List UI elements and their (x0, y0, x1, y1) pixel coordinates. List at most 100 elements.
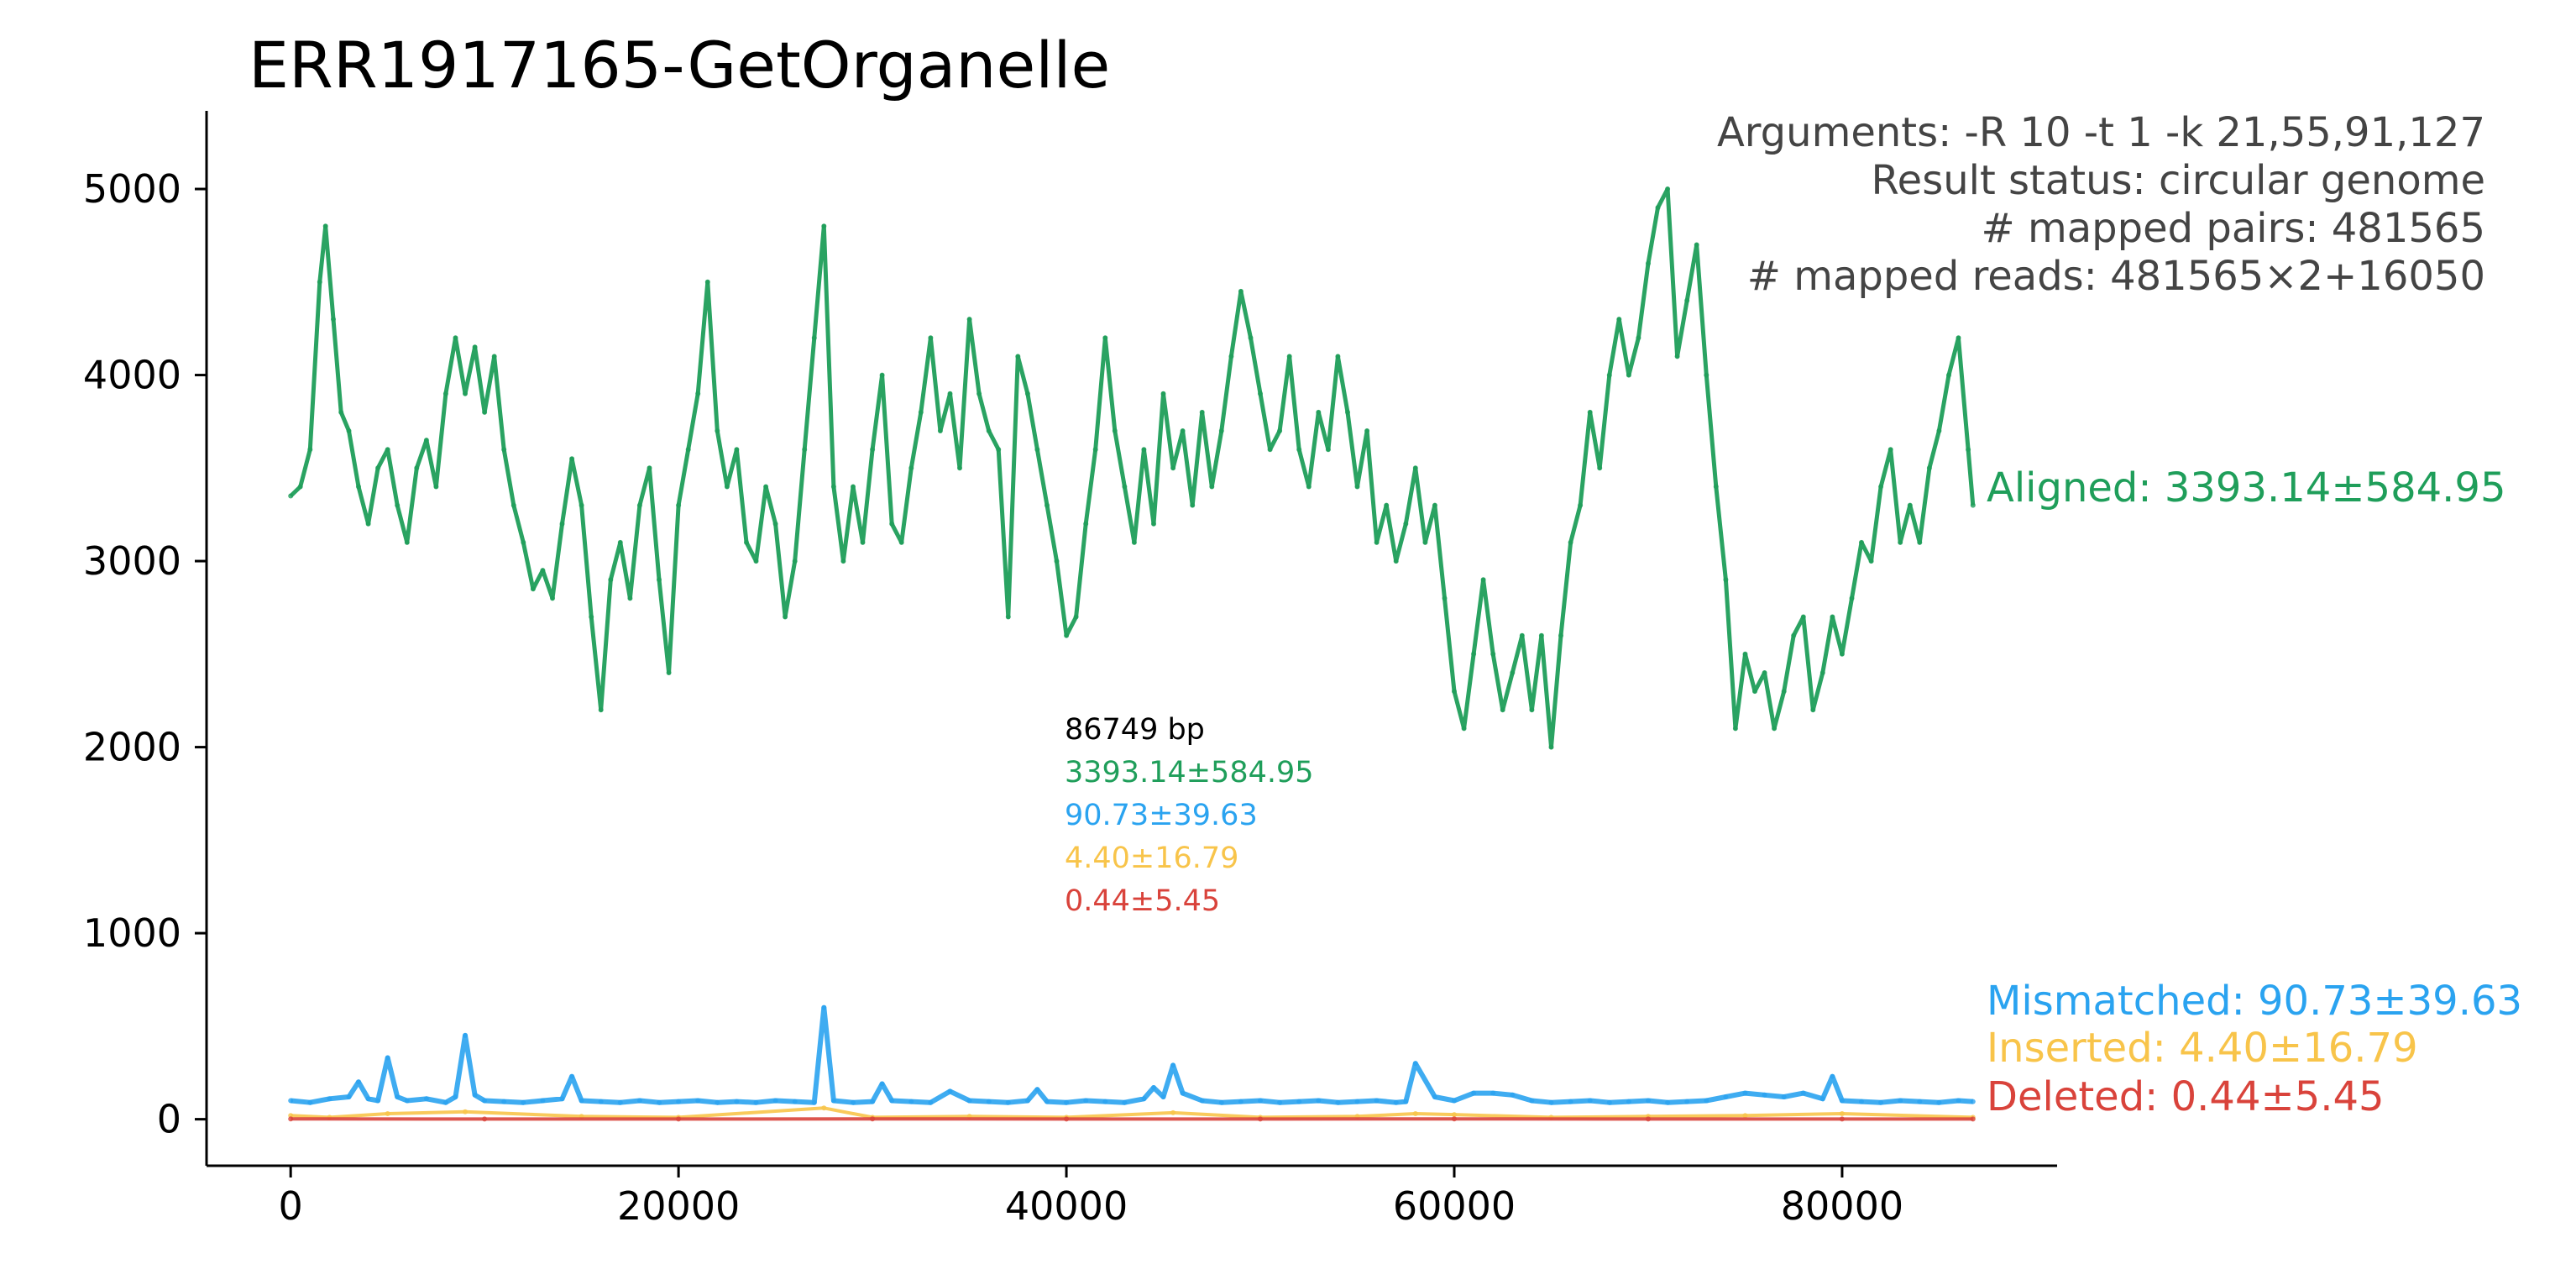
data-point-mismatched (1917, 1099, 1922, 1104)
data-point-mismatched (928, 1100, 933, 1105)
data-point-mismatched (1830, 1074, 1835, 1079)
data-point-aligned (1578, 503, 1583, 508)
data-point-aligned (1859, 540, 1864, 545)
data-point-aligned (1888, 447, 1893, 452)
data-point-mismatched (1335, 1100, 1340, 1105)
data-point-mismatched (1219, 1100, 1224, 1105)
data-point-aligned (1170, 465, 1175, 470)
data-point-aligned (1064, 633, 1069, 638)
data-point-mismatched (1141, 1096, 1146, 1101)
info-line: Arguments: -R 10 -t 1 -k 21,55,91,127 (1717, 109, 2485, 156)
data-point-aligned (1927, 465, 1932, 470)
data-point-mismatched (482, 1099, 487, 1104)
data-point-inserted (1170, 1110, 1175, 1115)
data-point-aligned (987, 428, 992, 433)
data-point-aligned (1113, 428, 1118, 433)
data-point-mismatched (1355, 1099, 1360, 1104)
data-point-aligned (1684, 298, 1689, 303)
data-point-mismatched (754, 1100, 759, 1105)
data-point-mismatched (851, 1100, 856, 1105)
data-point-aligned (821, 223, 826, 228)
series-label-mismatched: Mismatched: 90.73±39.63 (1987, 978, 2522, 1025)
data-point-mismatched (870, 1099, 875, 1104)
data-point-mismatched (1588, 1099, 1593, 1104)
data-point-aligned (307, 447, 312, 452)
data-point-mismatched (501, 1099, 506, 1104)
data-point-inserted (1840, 1111, 1845, 1116)
data-point-aligned (1055, 559, 1060, 564)
data-point-mismatched (1471, 1091, 1476, 1096)
data-point-deleted (288, 1116, 293, 1121)
data-point-aligned (1093, 447, 1098, 452)
data-point-aligned (1006, 615, 1011, 620)
data-point-aligned (1074, 615, 1079, 620)
series-layer (288, 186, 1976, 1121)
data-point-mismatched (347, 1094, 352, 1099)
data-point-aligned (861, 540, 866, 545)
y-tick-label: 5000 (83, 166, 181, 212)
info-line: # mapped reads: 481565×2+16050 (1747, 253, 2485, 300)
data-point-aligned (1015, 354, 1020, 359)
data-point-aligned (579, 503, 584, 508)
data-point-aligned (1840, 652, 1845, 657)
data-point-aligned (473, 344, 478, 349)
data-point-deleted (1840, 1116, 1845, 1121)
data-point-aligned (996, 447, 1001, 452)
data-point-aligned (1607, 373, 1612, 378)
data-point-mismatched (812, 1100, 817, 1105)
data-point-aligned (347, 428, 352, 433)
data-point-aligned (521, 540, 526, 545)
data-point-mismatched (1723, 1094, 1728, 1099)
data-point-aligned (812, 335, 817, 340)
data-point-aligned (482, 410, 487, 415)
data-point-aligned (385, 447, 390, 452)
data-point-deleted (1646, 1116, 1651, 1121)
data-point-aligned (540, 568, 545, 573)
data-point-aligned (1752, 689, 1757, 694)
data-point-deleted (1064, 1116, 1069, 1121)
data-point-mismatched (1161, 1094, 1166, 1099)
data-point-aligned (1316, 410, 1321, 415)
data-point-aligned (323, 223, 328, 228)
data-point-mismatched (1296, 1099, 1301, 1104)
data-point-mismatched (831, 1099, 836, 1104)
data-point-mismatched (1898, 1099, 1903, 1104)
data-point-aligned (773, 522, 778, 527)
x-tick-label: 20000 (617, 1183, 740, 1229)
data-point-aligned (1122, 485, 1127, 490)
y-tick-label: 0 (157, 1097, 181, 1142)
data-point-aligned (608, 577, 613, 582)
data-point-mismatched (1083, 1099, 1088, 1104)
data-point-aligned (667, 670, 672, 675)
y-tick-label: 4000 (83, 353, 181, 398)
data-point-aligned (1646, 261, 1651, 266)
data-point-aligned (1539, 633, 1544, 638)
data-point-aligned (1869, 559, 1874, 564)
data-point-aligned (1616, 317, 1621, 322)
data-point-mismatched (1801, 1091, 1806, 1096)
data-point-mismatched (1626, 1099, 1631, 1104)
data-point-mismatched (1568, 1099, 1573, 1104)
data-point-aligned (1714, 485, 1719, 490)
data-point-aligned (1025, 391, 1030, 396)
data-point-aligned (1335, 354, 1340, 359)
data-point-aligned (1394, 559, 1399, 564)
data-point-aligned (919, 410, 924, 415)
series-line-inserted (291, 1108, 1973, 1117)
data-point-mismatched (1510, 1093, 1515, 1098)
data-point-aligned (1083, 522, 1088, 527)
data-point-aligned (1287, 354, 1292, 359)
data-point-aligned (1258, 391, 1263, 396)
data-point-aligned (1810, 707, 1815, 712)
data-point-mismatched (1045, 1099, 1050, 1104)
data-point-aligned (1452, 689, 1457, 694)
series-mismatched (288, 1005, 1976, 1105)
data-point-aligned (618, 540, 623, 545)
data-point-mismatched (1665, 1100, 1670, 1105)
data-point-aligned (1597, 465, 1602, 470)
data-point-aligned (424, 438, 429, 443)
data-point-mismatched (637, 1099, 642, 1104)
data-point-aligned (1161, 391, 1166, 396)
